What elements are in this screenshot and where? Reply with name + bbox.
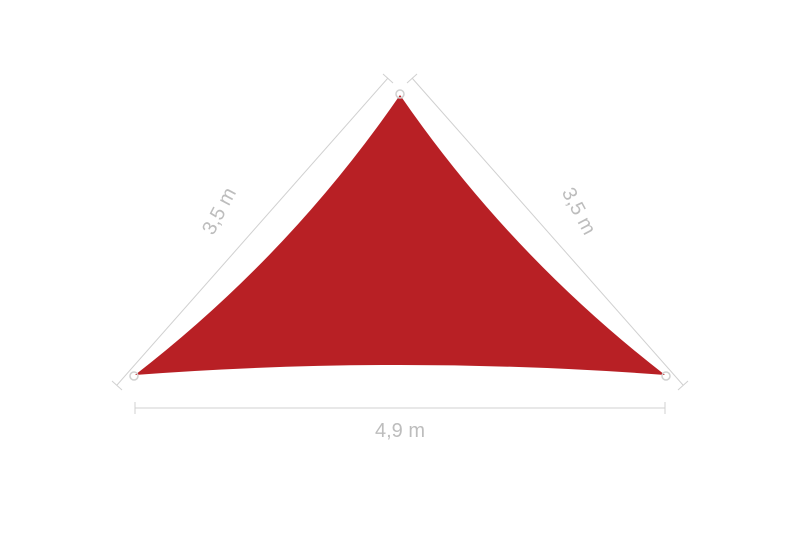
bottom-label: 4,9 m: [375, 420, 425, 443]
bottom-right-ring: [662, 372, 670, 380]
dimension-diagram: 3,5 m 3,5 m 4,9 m: [0, 0, 800, 533]
bottom-dimension: [135, 402, 665, 414]
diagram-svg: [0, 0, 800, 533]
bottom-left-ring: [130, 372, 138, 380]
